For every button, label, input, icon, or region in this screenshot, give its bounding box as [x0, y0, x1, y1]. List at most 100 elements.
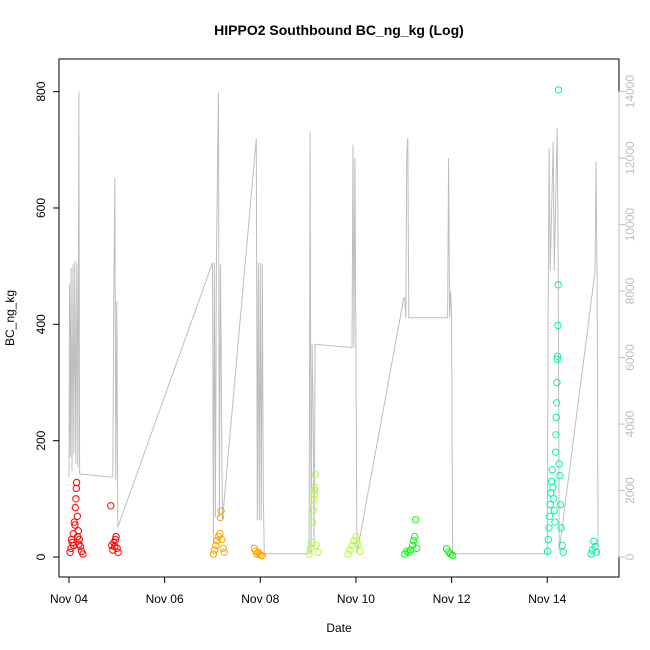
data-point [405, 548, 413, 556]
data-point [412, 516, 420, 524]
data-point [559, 548, 567, 556]
data-point [551, 518, 559, 526]
y2-tick-label: 0 [623, 553, 637, 560]
chart-title: HIPPO2 Southbound BC_ng_kg (Log) [214, 22, 464, 38]
secondary-line [68, 91, 599, 555]
y-tick-label: 600 [34, 198, 48, 218]
data-point [544, 535, 552, 544]
data-point [73, 532, 82, 541]
x-tick-label: Nov 10 [337, 592, 375, 606]
data-point [587, 550, 595, 558]
data-point [79, 550, 87, 558]
plot-frame [58, 58, 620, 578]
data-point [308, 518, 317, 526]
data-point [548, 466, 556, 474]
scatter-points [66, 86, 601, 560]
y2-tick-label: 8000 [623, 277, 637, 304]
data-point [112, 532, 120, 541]
data-point [114, 548, 122, 556]
data-point [113, 544, 121, 552]
data-point [448, 551, 457, 559]
data-point [314, 548, 322, 556]
data-point [71, 503, 80, 512]
y-tick-label: 400 [34, 314, 48, 334]
data-point [253, 550, 261, 558]
data-point [311, 483, 319, 491]
data-point [554, 281, 562, 289]
y-axis-label: BC_ng_kg [3, 290, 17, 346]
data-point [309, 506, 317, 515]
data-point [72, 495, 80, 503]
data-point [549, 483, 557, 491]
y2-tick-label: 6000 [623, 344, 637, 371]
data-point [74, 527, 83, 535]
data-point [209, 550, 218, 558]
right-axis: 0 2000 4000 6000 8000 10000 12000 14000 [618, 75, 637, 560]
y2-tick-label: 12000 [623, 141, 637, 175]
data-point [556, 500, 565, 509]
y-tick-label: 800 [34, 81, 48, 101]
x-tick-label: Nov 08 [241, 592, 279, 606]
data-point [219, 544, 227, 552]
left-axis: 0 200 400 600 800 [34, 81, 60, 560]
data-point [553, 378, 561, 387]
data-point [552, 413, 560, 422]
data-point [69, 541, 78, 550]
data-point [558, 541, 566, 550]
y2-tick-label: 10000 [623, 208, 637, 242]
data-point [213, 537, 221, 545]
x-tick-label: Nov 04 [50, 592, 88, 606]
data-point [346, 546, 354, 554]
data-point [556, 471, 564, 480]
data-point [557, 524, 565, 532]
data-point [590, 537, 598, 545]
data-point [107, 502, 115, 510]
data-point [554, 321, 562, 330]
data-point [311, 470, 320, 479]
data-point [312, 541, 320, 550]
data-point [553, 355, 561, 363]
y-tick-label: 0 [34, 553, 48, 560]
y2-tick-label: 4000 [623, 410, 637, 437]
data-point [220, 548, 229, 556]
x-axis: Nov 04 Nov 06 Nov 08 Nov 10 Nov 12 Nov 14 [50, 576, 567, 606]
data-point [545, 524, 553, 532]
x-tick-label: Nov 06 [146, 592, 184, 606]
data-point [410, 537, 418, 545]
data-point [551, 448, 560, 456]
x-tick-label: Nov 14 [528, 592, 566, 606]
x-axis-label: Date [326, 621, 352, 635]
data-point [73, 512, 82, 520]
data-point [218, 535, 226, 544]
data-point [217, 507, 225, 515]
data-point [446, 550, 455, 558]
data-point [71, 521, 79, 529]
data-point [543, 547, 552, 555]
data-point [411, 532, 419, 541]
data-point [66, 548, 74, 556]
data-point [545, 512, 554, 520]
x-tick-label: Nov 12 [433, 592, 471, 606]
data-point [310, 486, 319, 494]
data-point [356, 547, 364, 555]
y-tick-label: 200 [34, 430, 48, 450]
data-point [554, 86, 563, 94]
y2-tick-label: 14000 [623, 75, 637, 109]
data-point [210, 546, 219, 554]
data-point [212, 541, 220, 550]
data-point [552, 399, 561, 407]
data-point [550, 506, 558, 515]
data-point [549, 495, 558, 503]
data-point [352, 532, 360, 541]
data-point [310, 490, 318, 498]
data-point [354, 540, 362, 548]
data-point [344, 550, 352, 558]
y2-tick-label: 2000 [623, 477, 637, 504]
data-point [555, 460, 563, 468]
data-point [592, 548, 601, 556]
data-point [258, 552, 266, 560]
data-point [552, 431, 560, 439]
data-point [413, 544, 421, 552]
secondary-line-series [68, 91, 599, 555]
